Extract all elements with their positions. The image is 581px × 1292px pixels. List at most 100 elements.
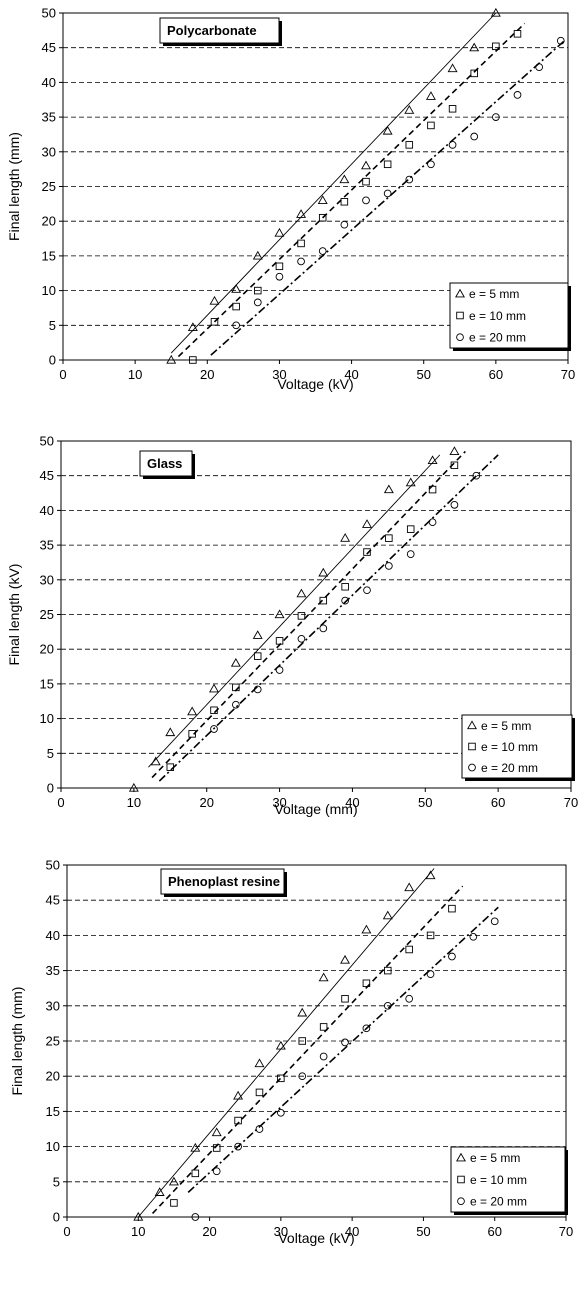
series-triangle-point	[404, 105, 415, 114]
y-tick-label: 35	[46, 963, 60, 978]
series-circle-point	[362, 1024, 371, 1033]
series-circle-point	[470, 132, 479, 141]
trend-line-dashed	[177, 22, 526, 358]
series-square-point	[319, 596, 328, 605]
y-tick-label: 20	[42, 214, 56, 229]
y-tick-label: 50	[40, 434, 54, 449]
series-square-point	[170, 1199, 178, 1207]
series-circle-point	[275, 666, 284, 674]
series-square-point	[362, 979, 371, 988]
chart-3: 0 5 10 15 20 25 30 35 40 45 50 0 10 20 30 40 50 60 70 Volta…	[9, 858, 573, 1247]
chart-title: Glass	[147, 456, 182, 471]
series-square-point	[363, 548, 371, 556]
series-triangle-point	[383, 484, 394, 494]
series-square-point	[234, 1116, 242, 1125]
y-tick-label: 40	[42, 75, 56, 90]
y-tick-label: 25	[40, 607, 54, 622]
legend-triangle-point	[455, 288, 465, 298]
series-triangle-point	[231, 284, 242, 293]
series-square-point	[275, 637, 284, 645]
series-circle-point	[490, 917, 499, 926]
series-square-point	[405, 945, 413, 954]
x-axis-label: Voltage (mm)	[274, 801, 357, 817]
x-tick-label: 10	[131, 1224, 145, 1239]
series-circle-point	[232, 700, 240, 709]
legend-circle-point	[468, 763, 476, 772]
series-circle-point	[385, 562, 393, 570]
series-square-point	[427, 121, 435, 130]
series-triangle-point	[128, 782, 139, 792]
series-square-point	[232, 683, 240, 692]
x-tick-label: 20	[202, 1224, 216, 1239]
series-square-point	[297, 239, 305, 248]
legend-label: e = 20 mm	[481, 761, 538, 775]
legend-label: e = 10 mm	[469, 309, 526, 323]
series-triangle-point	[209, 683, 219, 693]
x-tick-label: 0	[57, 795, 64, 810]
series-circle-point	[448, 952, 456, 961]
series-square-point	[470, 69, 478, 78]
series-square-point	[341, 995, 349, 1003]
series-square-point	[298, 1037, 306, 1045]
series-circle-point	[341, 596, 349, 605]
x-tick-label: 70	[564, 795, 578, 810]
y-tick-label: 30	[42, 144, 56, 159]
series-square-point	[232, 302, 240, 311]
x-tick-label: 70	[561, 367, 575, 382]
series-circle-point	[362, 196, 370, 205]
y-tick-label: 5	[47, 746, 54, 761]
x-tick-label: 50	[418, 795, 432, 810]
y-tick-label: 10	[42, 283, 56, 298]
series-circle-point	[405, 994, 414, 1003]
series-triangle-point	[449, 446, 460, 456]
legend-box	[449, 282, 569, 349]
chart-title: Phenoplast resine	[168, 874, 280, 889]
series-triangle-point	[274, 609, 285, 619]
legend-box	[461, 714, 573, 779]
x-tick-label: 60	[491, 795, 505, 810]
y-tick-label: 45	[40, 468, 54, 483]
y-tick-label: 40	[46, 928, 60, 943]
y-tick-label: 45	[46, 893, 60, 908]
series-triangle-point	[425, 870, 436, 880]
legend-circle-point	[456, 333, 464, 342]
series-square-point	[210, 706, 218, 715]
series-triangle-point	[187, 706, 198, 716]
series-square-point	[253, 652, 262, 660]
trend-line-dashed	[151, 450, 466, 779]
y-tick-label: 20	[40, 642, 54, 657]
series-triangle-point	[425, 91, 436, 100]
series-circle-point	[406, 550, 415, 558]
x-tick-label: 70	[559, 1224, 573, 1239]
x-tick-label: 40	[345, 795, 359, 810]
y-tick-label: 0	[47, 781, 54, 796]
series-square-point	[406, 525, 415, 533]
legend-circle-point	[457, 1197, 465, 1206]
x-tick-label: 30	[274, 1224, 288, 1239]
series-triangle-point	[427, 455, 438, 465]
legend-label: e = 5 mm	[470, 1151, 520, 1165]
series-triangle-point	[339, 174, 350, 184]
series-triangle-point	[469, 42, 480, 52]
title-box	[159, 17, 280, 44]
y-tick-label: 30	[40, 572, 54, 587]
series-circle-point	[472, 471, 481, 480]
x-tick-label: 40	[344, 367, 358, 382]
y-tick-label: 15	[42, 248, 56, 263]
series-square-point	[255, 1088, 264, 1097]
x-tick-label: 10	[127, 795, 141, 810]
series-circle-point	[234, 1142, 242, 1151]
y-tick-label: 35	[40, 538, 54, 553]
series-circle	[158, 454, 499, 782]
series-circle-point	[318, 247, 327, 255]
legend-label: e = 5 mm	[481, 719, 531, 733]
series-square-point	[318, 213, 327, 222]
legend-label: e = 5 mm	[469, 287, 519, 301]
series-triangle-point	[275, 1040, 286, 1050]
legend: e = 5 mm e = 10 mm e = 20 mm	[449, 282, 569, 349]
series-triangle-point	[318, 567, 329, 577]
series-circle-point	[405, 175, 414, 184]
series-circle-point	[212, 1167, 221, 1176]
y-tick-label: 0	[49, 353, 56, 368]
